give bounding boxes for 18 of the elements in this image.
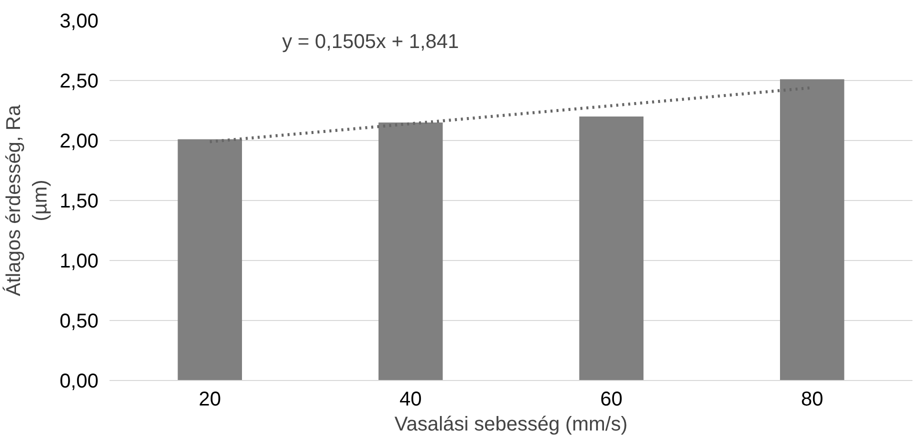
y-tick-label: 3,00	[60, 10, 99, 32]
y-tick-label: 1,50	[60, 190, 99, 212]
bar	[780, 79, 844, 380]
y-tick-label: 0,00	[60, 370, 99, 392]
y-tick-label: 1,00	[60, 250, 99, 272]
x-tick-label: 20	[198, 388, 221, 410]
x-tick-label: 80	[801, 388, 824, 410]
bar	[178, 139, 242, 380]
x-axis-title: Vasalási sebesség (mm/s)	[394, 414, 628, 436]
bar	[378, 122, 443, 380]
annotation: y = 0,1505x + 1,841	[282, 30, 459, 53]
x-tick-label: 60	[600, 388, 622, 410]
y-tick-label: 2,50	[60, 70, 99, 92]
bar	[579, 116, 644, 380]
x-tick-label: 40	[400, 388, 422, 410]
y-tick-label: 2,00	[60, 130, 99, 152]
y-axis-title: Átlagos érdesség, Ra (µm)	[2, 104, 52, 296]
y-tick-label: 0,50	[60, 310, 99, 332]
